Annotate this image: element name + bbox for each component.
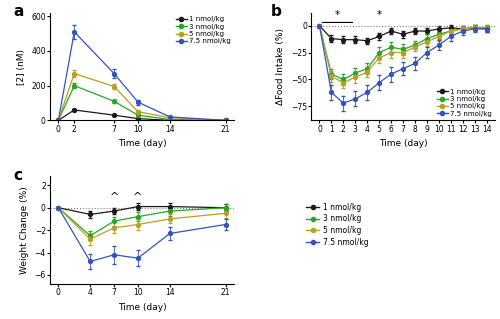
X-axis label: Time (day): Time (day) [118, 139, 166, 148]
Text: *: * [335, 10, 340, 20]
Y-axis label: ΔFood Intake (%): ΔFood Intake (%) [276, 28, 285, 105]
Legend: 1 nmol/kg, 3 nmol/kg, 5 nmol/kg, 7.5 nmol/kg: 1 nmol/kg, 3 nmol/kg, 5 nmol/kg, 7.5 nmo… [438, 89, 492, 117]
X-axis label: Time (day): Time (day) [378, 139, 428, 148]
Legend: 1 nmol/kg, 3 nmol/kg, 5 nmol/kg, 7.5 nmol/kg: 1 nmol/kg, 3 nmol/kg, 5 nmol/kg, 7.5 nmo… [176, 16, 231, 44]
Text: ^: ^ [375, 34, 383, 44]
Text: c: c [13, 168, 22, 183]
Text: b: b [270, 4, 281, 19]
Text: a: a [13, 4, 24, 19]
Text: *: * [376, 10, 382, 20]
Y-axis label: [2] (nM): [2] (nM) [16, 48, 26, 85]
X-axis label: Time (day): Time (day) [118, 303, 166, 312]
Legend: 1 nmol/kg, 3 nmol/kg, 5 nmol/kg, 7.5 nmol/kg: 1 nmol/kg, 3 nmol/kg, 5 nmol/kg, 7.5 nmo… [306, 203, 368, 247]
Text: ^: ^ [110, 191, 119, 202]
Y-axis label: Weight Change (%): Weight Change (%) [20, 186, 29, 274]
Text: ^: ^ [134, 191, 142, 202]
